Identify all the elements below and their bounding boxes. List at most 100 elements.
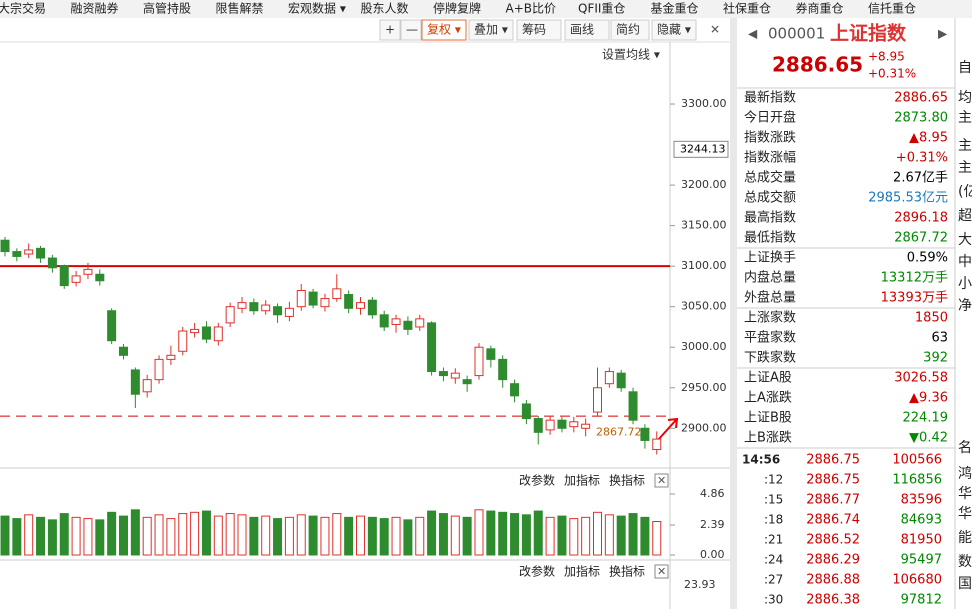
volume-bar <box>616 515 626 556</box>
volume-bar <box>320 516 330 556</box>
tick-volume: 83596 <box>901 493 942 508</box>
nav-item[interactable]: A+B比价 <box>506 2 557 16</box>
edge-text: 均 <box>958 90 972 106</box>
candle-body <box>533 418 543 433</box>
tool-button[interactable] <box>516 19 562 41</box>
tick-volume: 81950 <box>901 533 942 548</box>
candle-body <box>332 288 342 300</box>
tool-label[interactable]: 简约 <box>616 22 640 37</box>
close-icon[interactable]: ✕ <box>710 23 720 37</box>
tick-price: 2886.29 <box>806 553 860 568</box>
tool-button[interactable] <box>564 19 610 41</box>
volume-bar <box>107 511 117 556</box>
row-value: 3026.58 <box>894 371 948 386</box>
volume-bar <box>379 518 389 556</box>
tool-button[interactable] <box>468 19 514 41</box>
panel-close[interactable] <box>654 564 669 579</box>
tool-button[interactable] <box>400 19 422 41</box>
panel-tool[interactable]: 改参数 <box>519 473 555 488</box>
tool-label[interactable]: 复权 ▾ <box>427 23 461 37</box>
tool-label[interactable]: 筹码 <box>522 23 546 37</box>
row-value: 0.59% <box>907 251 948 266</box>
candle-body <box>581 423 591 429</box>
panel-tool[interactable]: 加指标 <box>564 473 600 488</box>
nav-item[interactable]: 券商重仓 <box>796 1 844 16</box>
panel-close-x[interactable]: ✕ <box>657 565 666 578</box>
nav-item[interactable]: 宏观数据 ▾ <box>288 1 346 16</box>
candle-body <box>237 302 247 309</box>
row-value: ▼0.42 <box>909 431 948 446</box>
row-value: 13393万手 <box>881 291 948 306</box>
panel-close[interactable] <box>654 473 669 488</box>
tick-price: 2886.52 <box>806 533 860 548</box>
row-label: 外盘总量 <box>744 290 796 306</box>
splitter[interactable] <box>730 18 737 609</box>
panel-tool[interactable]: 加指标 <box>564 564 600 579</box>
ma-setting[interactable]: 设置均线 ▾ <box>602 48 660 62</box>
nav-item[interactable]: QFII重仓 <box>578 2 625 16</box>
nav-item[interactable]: 大宗交易 <box>0 1 46 16</box>
row-label: 上B涨跌 <box>744 430 792 446</box>
tool-button[interactable] <box>651 19 697 41</box>
row-label: 最高指数 <box>744 210 796 226</box>
candle-body <box>593 387 602 413</box>
volume-bar <box>213 515 223 556</box>
volume-bar <box>593 511 602 556</box>
panel-tool[interactable]: 换指标 <box>609 564 645 579</box>
volume-bar <box>142 516 152 556</box>
volume-bar <box>83 518 93 556</box>
edge-text: 数 <box>958 554 972 570</box>
volume-bar <box>474 509 484 556</box>
volume-bar <box>237 514 247 556</box>
candle-body <box>273 306 283 316</box>
row-value: 392 <box>923 351 948 366</box>
nav-item[interactable]: 高管持股 <box>143 1 191 16</box>
price: 2886.65 <box>772 53 863 77</box>
edge-text: 主 <box>958 160 972 176</box>
panel-tool[interactable]: 换指标 <box>609 473 645 488</box>
panel-tool[interactable]: 改参数 <box>519 564 555 579</box>
edge-text: 名 <box>958 440 972 456</box>
next-arrow[interactable]: ▶ <box>938 27 948 41</box>
tool-label[interactable]: 画线 <box>570 23 594 37</box>
volume-bar <box>12 518 22 556</box>
nav-item[interactable]: 限售解禁 <box>216 1 264 16</box>
candle-body <box>521 403 531 420</box>
tool-label[interactable]: — <box>406 23 418 37</box>
y-tick-label: 3100.00 <box>681 259 727 272</box>
edge-text: 净 <box>958 298 972 314</box>
candle-body <box>12 251 22 257</box>
tool-label[interactable]: 叠加 ▾ <box>474 23 508 37</box>
pct: +0.31% <box>868 67 916 81</box>
volume-bar <box>344 516 354 556</box>
code: 000001 <box>768 25 825 43</box>
tool-button[interactable] <box>610 19 650 41</box>
nav-item[interactable]: 社保重仓 <box>723 1 771 16</box>
tick-price: 2886.75 <box>806 453 860 468</box>
panel-close-x[interactable]: ✕ <box>657 474 666 487</box>
volume-bar <box>427 510 437 556</box>
candle-body <box>107 310 117 342</box>
row-label: 上证B股 <box>744 411 792 426</box>
candle-body <box>344 294 354 309</box>
y-tick-label: 4.86 <box>700 487 725 500</box>
nav-item[interactable]: 停牌复牌 <box>433 1 481 16</box>
tick-volume: 100566 <box>892 453 942 468</box>
prev-arrow[interactable]: ◀ <box>748 27 758 41</box>
y-tick-label: 3000.00 <box>681 340 727 353</box>
candle-body <box>510 383 520 397</box>
nav-item[interactable]: 融资融券 <box>71 1 119 16</box>
tick-volume: 116856 <box>892 473 942 488</box>
tool-label[interactable]: + <box>385 23 395 37</box>
row-label: 下跌家数 <box>744 350 796 366</box>
candle-body <box>628 391 638 421</box>
tool-label[interactable]: 隐藏 ▾ <box>657 23 691 37</box>
tool-button[interactable] <box>421 19 467 41</box>
tool-button[interactable] <box>379 19 401 41</box>
tick-volume: 95497 <box>901 553 942 568</box>
nav-item[interactable]: 信托重仓 <box>868 2 916 16</box>
row-label: 指数涨跌 <box>744 130 796 146</box>
volume-bar <box>640 516 650 556</box>
nav-item[interactable]: 基金重仓 <box>651 1 699 16</box>
nav-item[interactable]: 股东人数 <box>361 1 409 16</box>
